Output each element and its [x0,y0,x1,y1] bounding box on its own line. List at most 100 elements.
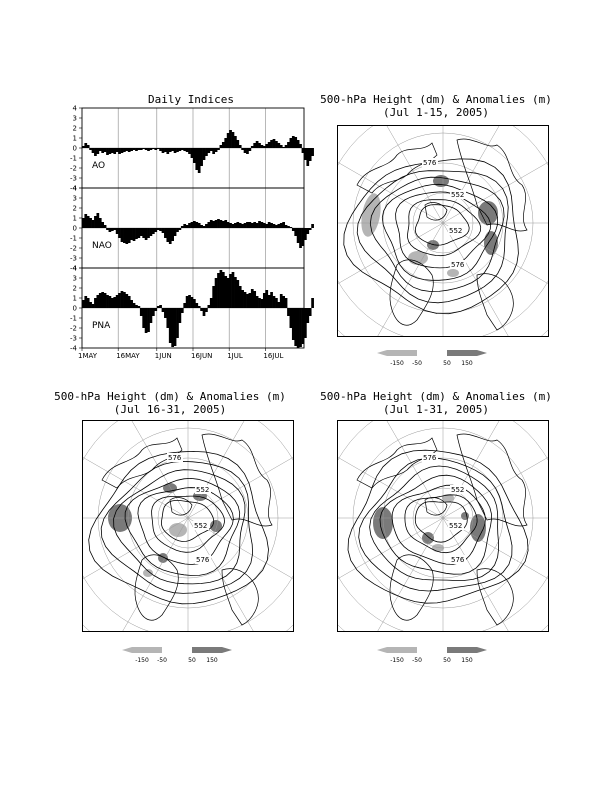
index-bar [180,148,184,150]
y-tick-label: -2 [70,165,77,173]
height-contour [160,500,215,542]
map-content: 576 552 552 576 [338,126,548,336]
index-bar [123,292,126,308]
x-tick-label: 1JUL [227,352,243,360]
y-tick-label: 4 [73,265,78,273]
y-tick-label: 0 [73,305,77,313]
colorbar-label: -150 [135,657,149,664]
index-bar [243,292,247,308]
index-bar [147,148,150,151]
index-bar [291,308,295,340]
index-bar [267,222,271,228]
index-bar [229,223,232,228]
colorbar-arrow-left [377,350,387,356]
colorbar-arrow-left [122,647,132,653]
index-bar [154,308,158,311]
map1-subtitle: (Jul 1-15, 2005) [383,106,489,119]
index-bar [197,223,201,228]
index-bar [127,228,131,243]
colorbar-neutral [417,647,447,653]
index-bar [123,148,126,152]
index-bar [94,148,97,156]
index-bar [142,228,146,238]
index-bar [135,305,138,308]
y-tick-label: -3 [70,175,77,183]
index-bar [161,308,165,312]
index-bar [185,296,189,308]
index-bar [197,148,201,173]
index-bar [262,146,266,148]
meridian [122,517,189,631]
index-bar [108,228,112,232]
index-bar [135,228,138,239]
index-bar [287,308,290,316]
index-bar [82,218,85,228]
index-bar [296,140,300,148]
index-bar [207,222,211,228]
meridian [338,162,444,224]
colorbar-label: 50 [443,360,451,367]
index-bar [291,136,295,148]
index-bar [258,143,261,148]
height-contour [358,457,513,592]
index-bar [287,226,290,228]
index-bar [168,228,172,244]
index-bar [137,306,141,308]
index-bar [272,224,276,228]
index-bar [190,222,194,228]
index-bar [265,224,269,228]
index-bar [260,222,264,228]
colorbar-label: 150 [206,657,218,664]
index-bar [301,228,305,246]
index-bar [113,148,117,154]
index-bar [217,273,220,308]
negative-anomaly [361,193,381,237]
index-bar [238,286,242,308]
index-bar [103,148,107,152]
colorbar-negative [132,647,162,653]
index-bar [173,228,177,236]
index-bar [185,148,189,152]
colorbar-label: -50 [157,657,167,664]
contour-label-bg [167,453,183,462]
colorbar-neutral [162,647,192,653]
contour-label: 552 [449,227,462,235]
colorbar-label: 50 [188,657,196,664]
index-bar [202,308,206,316]
colorbar-label: -50 [412,657,422,664]
meridian [442,517,509,631]
index-bar [308,308,312,316]
coastline [389,259,434,326]
x-tick-label: 16MAY [116,352,140,360]
index-bar [193,221,196,228]
positive-anomaly [461,512,469,520]
x-tick-label: 16JUL [263,352,283,360]
meridian [338,457,444,519]
index-bar [234,223,237,228]
index-bar [120,228,124,242]
index-bar [98,293,102,308]
index-bar [262,223,266,228]
positive-anomaly [422,532,434,544]
index-bar [144,148,148,150]
index-bar [219,145,223,148]
y-tick-label: 0 [73,145,77,153]
index-bar [154,148,158,150]
index-bar [188,148,191,154]
x-tick-label: 16JUN [191,352,212,360]
height-contour [356,170,509,304]
index-bar [255,296,259,308]
contour-label-bg [450,555,466,564]
y-tick-label: -1 [70,315,77,323]
contour-label-bg [450,485,466,494]
map3-panel: 576 552 552 576 [337,420,549,632]
index-bar [176,308,179,338]
height-contour [369,465,500,581]
meridian [442,162,548,224]
index-bar [306,148,310,166]
height-contour [343,158,519,315]
index-bar [125,148,129,151]
index-bar [299,144,302,148]
index-bar [253,143,257,148]
x-tick-label: 1MAY [78,352,98,360]
